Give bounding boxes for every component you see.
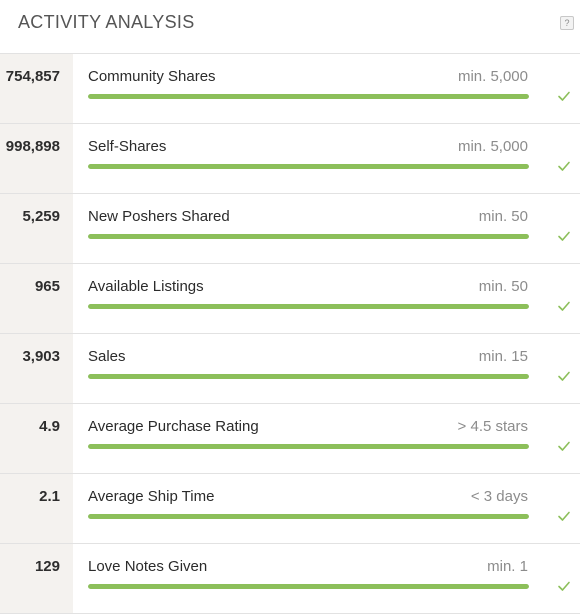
help-icon[interactable]: ? <box>560 16 574 30</box>
metric-value: 754,857 <box>5 68 60 85</box>
metric-requirement: < 3 days <box>470 488 528 505</box>
metric-label: New Poshers Shared <box>88 208 230 225</box>
metric-row-available-listings: 965 Available Listings min. 50 <box>0 264 580 334</box>
metric-value-cell: 4.9 <box>0 404 73 473</box>
metric-requirement: min. 15 <box>478 348 528 365</box>
activity-analysis-header: ACTIVITY ANALYSIS ? <box>0 0 580 54</box>
metric-value-cell: 3,903 <box>0 334 73 403</box>
check-icon <box>558 91 570 101</box>
progress-bar <box>88 304 529 309</box>
progress-bar-fill <box>88 514 529 519</box>
check-icon <box>558 581 570 591</box>
metric-label: Sales <box>88 348 126 365</box>
metric-requirement: min. 5,000 <box>457 68 528 85</box>
check-icon <box>558 371 570 381</box>
progress-bar-fill <box>88 234 529 239</box>
progress-bar <box>88 94 529 99</box>
metric-row-community-shares: 754,857 Community Shares min. 5,000 <box>0 54 580 124</box>
metric-label: Average Ship Time <box>88 488 215 505</box>
metric-row-love-notes-given: 129 Love Notes Given min. 1 <box>0 544 580 614</box>
metric-label: Self-Shares <box>88 138 167 155</box>
progress-bar <box>88 514 529 519</box>
metric-value: 3,903 <box>22 348 60 365</box>
progress-bar <box>88 234 529 239</box>
metric-value-cell: 2.1 <box>0 474 73 543</box>
metrics-list: 754,857 Community Shares min. 5,000 998,… <box>0 54 580 614</box>
progress-bar-fill <box>88 94 529 99</box>
check-icon <box>558 511 570 521</box>
metric-label: Available Listings <box>88 278 204 295</box>
progress-bar <box>88 164 529 169</box>
check-icon <box>558 441 570 451</box>
progress-bar-fill <box>88 164 529 169</box>
progress-bar-fill <box>88 444 529 449</box>
metric-value: 965 <box>34 278 60 295</box>
metric-value-cell: 129 <box>0 544 73 613</box>
progress-bar <box>88 374 529 379</box>
metric-value: 5,259 <box>22 208 60 225</box>
check-icon <box>558 161 570 171</box>
metric-value-cell: 998,898 <box>0 124 73 193</box>
check-icon <box>558 231 570 241</box>
metric-requirement: min. 50 <box>478 278 528 295</box>
metric-requirement: > 4.5 stars <box>457 418 528 435</box>
metric-row-average-ship-time: 2.1 Average Ship Time < 3 days <box>0 474 580 544</box>
metric-row-sales: 3,903 Sales min. 15 <box>0 334 580 404</box>
metric-value: 4.9 <box>39 418 60 435</box>
progress-bar <box>88 584 529 589</box>
metric-value-cell: 5,259 <box>0 194 73 263</box>
metric-requirement: min. 1 <box>487 558 528 575</box>
metric-row-self-shares: 998,898 Self-Shares min. 5,000 <box>0 124 580 194</box>
metric-row-new-poshers-shared: 5,259 New Poshers Shared min. 50 <box>0 194 580 264</box>
metric-value: 2.1 <box>39 488 60 505</box>
check-icon <box>558 301 570 311</box>
metric-label: Community Shares <box>88 68 216 85</box>
metric-value-cell: 754,857 <box>0 54 73 123</box>
metric-value-cell: 965 <box>0 264 73 333</box>
progress-bar-fill <box>88 374 529 379</box>
progress-bar-fill <box>88 584 529 589</box>
metric-label: Love Notes Given <box>88 558 208 575</box>
metric-value: 129 <box>34 558 60 575</box>
progress-bar <box>88 444 529 449</box>
metric-value: 998,898 <box>5 138 60 155</box>
metric-requirement: min. 5,000 <box>457 138 528 155</box>
progress-bar-fill <box>88 304 529 309</box>
metric-row-average-purchase-rating: 4.9 Average Purchase Rating > 4.5 stars <box>0 404 580 474</box>
page-title: ACTIVITY ANALYSIS <box>18 12 195 32</box>
metric-requirement: min. 50 <box>478 208 528 225</box>
metric-label: Average Purchase Rating <box>88 418 259 435</box>
